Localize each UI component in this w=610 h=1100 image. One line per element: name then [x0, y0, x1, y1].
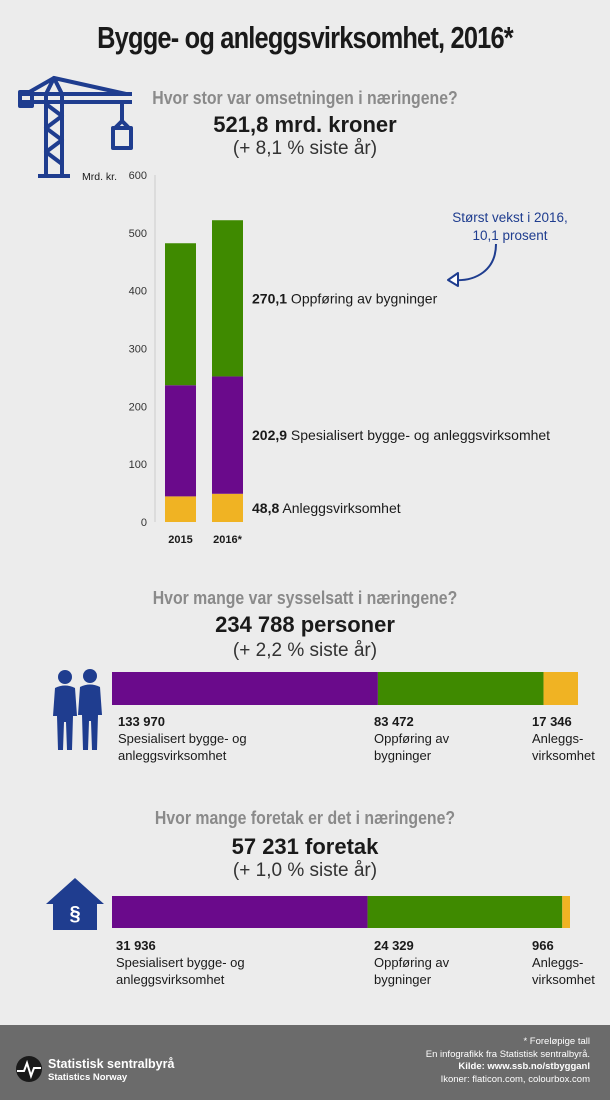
emp-value-2: 83 472	[374, 714, 414, 729]
series-label-1: 202,9 Spesialisert bygge- og anleggsvirk…	[252, 427, 550, 443]
ssb-logo-icon	[16, 1056, 42, 1082]
hbar-emp-segment-1	[377, 672, 544, 705]
footer-note-2: En infografikk fra Statistisk sentralbyr…	[425, 1048, 590, 1060]
y-axis-label: Mrd. kr.	[82, 171, 117, 183]
emp-value-3: 17 346	[532, 714, 572, 729]
bar-2015-series-2	[165, 243, 196, 386]
ent-name-2a: Oppføring av	[374, 955, 450, 970]
x-tick-label-0: 2015	[168, 534, 192, 546]
series-label-2: 270,1 Oppføring av bygninger	[252, 290, 438, 306]
bar-2016-series-0	[212, 493, 243, 522]
emp-name-2b: bygninger	[374, 748, 432, 763]
footer-note-1: * Foreløpige tall	[523, 1036, 590, 1047]
growth-annotation: Størst vekst i 2016, 10,1 prosent	[405, 209, 610, 245]
y-tick-label-0: 0	[141, 517, 147, 529]
y-tick-label-4: 400	[129, 286, 147, 298]
emp-name-3b: virksomhet	[532, 748, 595, 763]
ent-label-2: 24 329 Oppføring av bygninger	[374, 937, 449, 988]
ent-name-3b: virksomhet	[532, 972, 595, 987]
page-title: Bygge- og anleggsvirksomhet, 2016*	[97, 20, 514, 55]
y-tick-label-2: 200	[129, 401, 147, 413]
turnover-question: Hvor stor var omsetningen i næringene?	[152, 88, 458, 108]
hbar-emp-segment-2	[543, 672, 578, 705]
emp-name-3a: Anleggs-	[532, 731, 584, 746]
emp-name-2a: Oppføring av	[374, 731, 450, 746]
emp-value-1: 133 970	[118, 714, 165, 729]
ent-name-1b: anleggsvirksomhet	[116, 972, 225, 987]
enterprises-bar	[112, 896, 570, 928]
bar-2016-series-2	[212, 220, 243, 377]
bar-2015-series-1	[165, 385, 196, 497]
annotation-line-1: Størst vekst i 2016,	[452, 210, 568, 225]
hbar-ent-segment-0	[112, 896, 368, 928]
emp-label-3: 17 346 Anleggs- virksomhet	[532, 713, 595, 764]
turnover-chart: Mrd. kr. 0 100 200 300 400 500 600 2015 2016* 48,8…	[82, 170, 550, 546]
y-tick-label-6: 600	[129, 170, 147, 182]
footer	[0, 1025, 610, 1100]
logo-name: Statistisk sentralbyrå	[48, 1057, 175, 1071]
series-label-0: 48,8 Anleggsvirksomhet	[252, 500, 401, 516]
employment-bar	[112, 672, 578, 705]
ent-name-1a: Spesialisert bygge- og	[116, 955, 245, 970]
hbar-emp-segment-0	[112, 672, 378, 705]
ent-name-2b: bygninger	[374, 972, 432, 987]
enterprises-question: Hvor mange foretak er det i næringene?	[154, 808, 456, 828]
turnover-total: 521,8 mrd. kroner	[213, 112, 397, 137]
y-tick-label-5: 500	[129, 228, 147, 240]
footer-source: Kilde: www.ssb.no/stbygganl	[458, 1061, 590, 1072]
emp-name-1a: Spesialisert bygge- og	[118, 731, 247, 746]
y-tick-label-3: 300	[129, 344, 147, 356]
bar-2016-series-1	[212, 376, 243, 494]
employment-total: 234 788 personer	[215, 612, 395, 637]
emp-label-2: 83 472 Oppføring av bygninger	[374, 713, 449, 764]
ent-value-1: 31 936	[116, 938, 156, 953]
logo-subtitle: Statistics Norway	[48, 1072, 128, 1083]
y-tick-label-1: 100	[129, 459, 147, 471]
annotation-line-2: 10,1 prosent	[472, 228, 548, 243]
crane-icon	[18, 76, 133, 178]
employment-change: (+ 2,2 % siste år)	[232, 640, 378, 661]
bar-2015-series-0	[165, 496, 196, 522]
ent-value-3: 966	[532, 938, 554, 953]
turnover-change: (+ 8,1 % siste år)	[232, 138, 378, 159]
emp-name-1b: anleggsvirksomhet	[118, 748, 227, 763]
hbar-ent-segment-2	[562, 896, 570, 928]
footer-notes: * Foreløpige tall En infografikk fra Sta…	[426, 1036, 590, 1086]
hbar-ent-segment-1	[367, 896, 563, 928]
emp-label-1: 133 970 Spesialisert bygge- og anleggsvi…	[118, 713, 247, 764]
ent-name-3a: Anleggs-	[532, 955, 584, 970]
curved-arrow-icon	[447, 243, 497, 287]
employment-question: Hvor mange var sysselsatt i næringene?	[152, 588, 458, 608]
ent-label-3: 966 Anleggs- virksomhet	[532, 937, 595, 988]
house-paragraph-icon: §	[46, 878, 104, 930]
enterprises-total: 57 231 foretak	[231, 834, 379, 859]
svg-text:§: §	[69, 903, 80, 925]
ent-value-2: 24 329	[374, 938, 414, 953]
people-icon	[53, 669, 102, 750]
x-tick-label-1: 2016*	[213, 534, 242, 546]
enterprises-change: (+ 1,0 % siste år)	[232, 860, 378, 881]
footer-icons-credit: Ikoner: flaticon.com, colourbox.com	[440, 1073, 590, 1085]
ent-label-1: 31 936 Spesialisert bygge- og anleggsvir…	[116, 937, 245, 988]
